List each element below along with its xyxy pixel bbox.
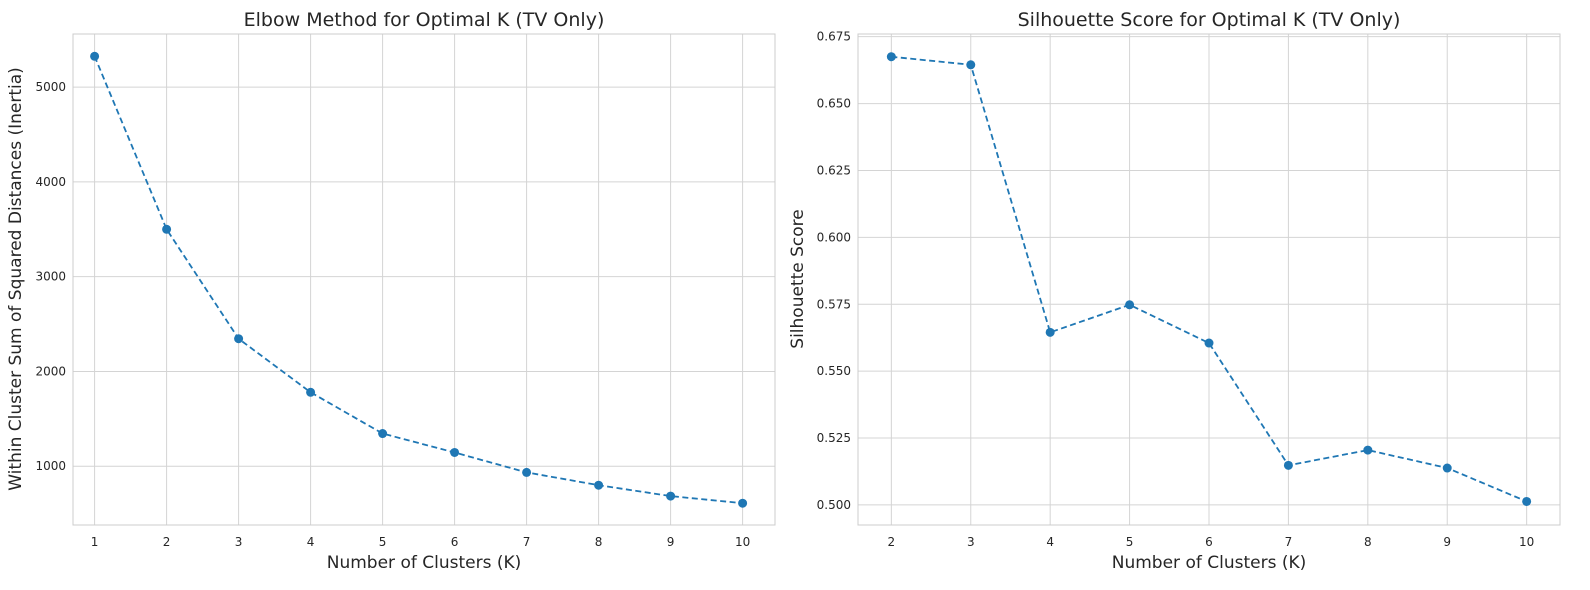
silhouette-plot-frame bbox=[857, 33, 1561, 526]
elbow-data-point bbox=[522, 467, 532, 477]
silhouette-y-tick-label: 0.550 bbox=[817, 364, 851, 378]
elbow-x-ticks: 1 2 3 4 5 6 7 8 9 10 bbox=[91, 535, 750, 549]
elbow-x-tick-label: 7 bbox=[523, 535, 531, 549]
silhouette-data-point bbox=[1442, 463, 1452, 473]
elbow-chart-title: Elbow Method for Optimal K (TV Only) bbox=[244, 9, 605, 31]
silhouette-y-ticks: 0.500 0.525 0.550 0.575 0.600 0.625 0.650 0.675 bbox=[817, 30, 851, 512]
silhouette-data-point bbox=[966, 60, 976, 70]
silhouette-y-tick-label: 0.650 bbox=[817, 97, 851, 111]
silhouette-x-tick-label: 7 bbox=[1285, 535, 1293, 549]
elbow-x-tick-label: 6 bbox=[451, 535, 459, 549]
silhouette-data-point bbox=[1204, 338, 1214, 348]
elbow-plot-frame bbox=[72, 33, 776, 526]
silhouette-x-ticks: 2 3 4 5 6 7 8 9 10 bbox=[888, 535, 1535, 549]
silhouette-x-tick-label: 10 bbox=[1519, 535, 1534, 549]
elbow-data-point bbox=[162, 224, 172, 234]
elbow-data-point bbox=[450, 447, 460, 457]
elbow-data-point bbox=[738, 498, 748, 508]
elbow-y-axis-label: Within Cluster Sum of Squared Distances … bbox=[6, 67, 26, 491]
elbow-data-point bbox=[378, 429, 388, 439]
elbow-data-point bbox=[306, 387, 316, 397]
elbow-y-tick-label: 4000 bbox=[35, 175, 66, 189]
silhouette-data-point bbox=[886, 52, 896, 62]
elbow-data-point bbox=[234, 334, 244, 344]
silhouette-data-point bbox=[1045, 327, 1055, 337]
silhouette-y-tick-label: 0.575 bbox=[817, 297, 851, 311]
silhouette-data-point bbox=[1363, 445, 1373, 455]
silhouette-series-line bbox=[891, 55, 1527, 503]
elbow-y-tick-label: 3000 bbox=[35, 270, 66, 284]
silhouette-y-tick-label: 0.525 bbox=[817, 431, 851, 445]
elbow-y-tick-label: 5000 bbox=[35, 80, 66, 94]
silhouette-data-point bbox=[1125, 300, 1135, 310]
silhouette-x-axis-label: Number of Clusters (K) bbox=[1112, 553, 1307, 573]
elbow-y-tick-label: 1000 bbox=[35, 459, 66, 473]
silhouette-y-tick-label: 0.675 bbox=[817, 30, 851, 44]
elbow-x-tick-label: 1 bbox=[91, 535, 99, 549]
elbow-x-axis-label: Number of Clusters (K) bbox=[327, 553, 522, 573]
elbow-x-tick-label: 9 bbox=[667, 535, 675, 549]
elbow-data-point bbox=[594, 480, 604, 490]
elbow-series-line bbox=[93, 55, 743, 505]
silhouette-y-tick-label: 0.625 bbox=[817, 163, 851, 177]
elbow-x-tick-label: 10 bbox=[735, 535, 750, 549]
silhouette-y-tick-label: 0.600 bbox=[817, 230, 851, 244]
elbow-x-tick-label: 3 bbox=[235, 535, 243, 549]
silhouette-x-tick-label: 6 bbox=[1205, 535, 1213, 549]
silhouette-data-point bbox=[1283, 460, 1293, 470]
silhouette-data-point bbox=[1522, 496, 1532, 506]
silhouette-x-tick-label: 4 bbox=[1046, 535, 1054, 549]
silhouette-chart: 2 3 4 5 6 7 8 9 10 0.500 0.525 0.550 0.575 0.600 0.62… bbox=[788, 9, 1561, 573]
silhouette-x-tick-label: 9 bbox=[1443, 535, 1451, 549]
silhouette-x-tick-label: 3 bbox=[967, 535, 975, 549]
elbow-y-tick-label: 2000 bbox=[35, 364, 66, 378]
elbow-x-tick-label: 8 bbox=[595, 535, 603, 549]
silhouette-series bbox=[886, 52, 1532, 506]
silhouette-x-tick-label: 5 bbox=[1126, 535, 1134, 549]
elbow-x-tick-label: 5 bbox=[379, 535, 387, 549]
silhouette-x-tick-label: 8 bbox=[1364, 535, 1372, 549]
elbow-chart: 1 2 3 4 5 6 7 8 9 10 1000 2000 3000 4000 5000 Elbow M… bbox=[6, 9, 776, 573]
silhouette-chart-title: Silhouette Score for Optimal K (TV Only) bbox=[1018, 9, 1401, 31]
silhouette-grid bbox=[858, 34, 1560, 525]
elbow-data-point bbox=[90, 51, 100, 61]
silhouette-y-tick-label: 0.500 bbox=[817, 498, 851, 512]
silhouette-x-tick-label: 2 bbox=[888, 535, 896, 549]
elbow-data-point bbox=[666, 491, 676, 501]
elbow-x-tick-label: 2 bbox=[163, 535, 171, 549]
elbow-grid bbox=[73, 34, 775, 525]
elbow-y-ticks: 1000 2000 3000 4000 5000 bbox=[35, 80, 66, 473]
silhouette-y-axis-label: Silhouette Score bbox=[788, 209, 808, 348]
elbow-series bbox=[90, 51, 748, 508]
elbow-x-tick-label: 4 bbox=[307, 535, 315, 549]
